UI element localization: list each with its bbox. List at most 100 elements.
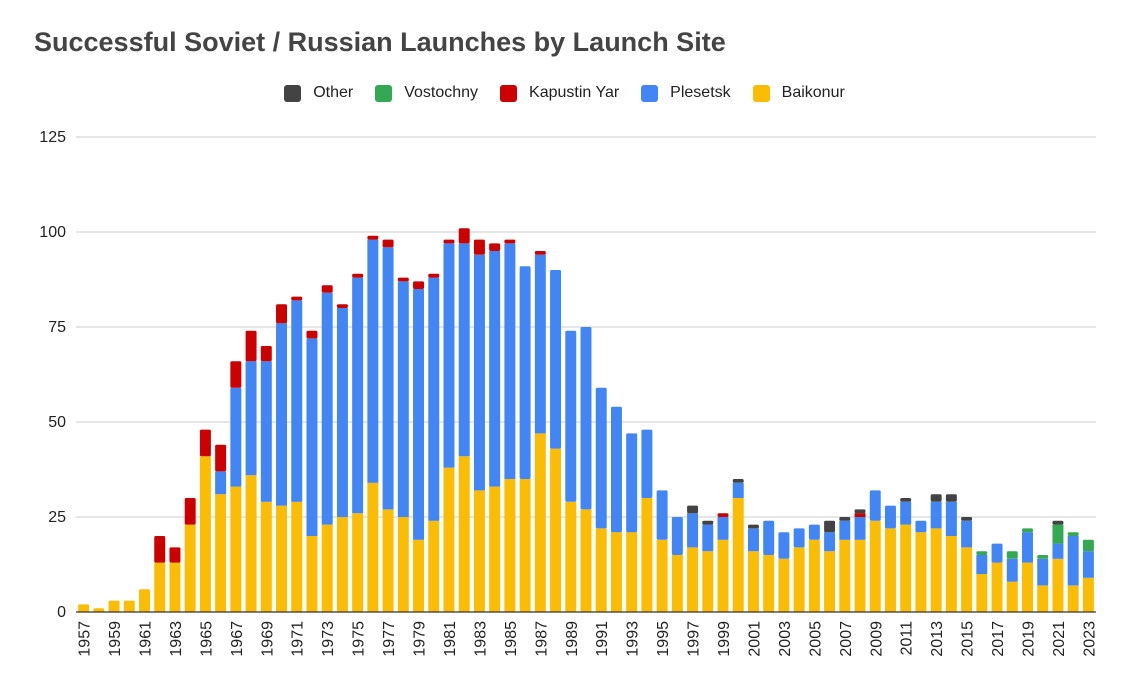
bar-baikonur-2005: [808, 539, 820, 612]
legend-swatch: [500, 84, 518, 102]
bar-baikonur-1978: [397, 517, 409, 612]
bar-plesetsk-2018: [1006, 558, 1018, 582]
bar-kapustin-yar-1972: [306, 330, 318, 339]
x-tick-label: 2009: [868, 621, 885, 657]
bar-plesetsk-2022: [1067, 536, 1079, 586]
x-tick-label: 1959: [107, 621, 124, 657]
legend-item-kapustin-yar: Kapustin Yar: [500, 84, 619, 102]
bar-baikonur-1977: [382, 509, 394, 612]
bar-baikonur-1973: [321, 524, 333, 612]
bar-baikonur-2003: [778, 558, 790, 612]
bar-kapustin-yar-1985: [504, 239, 516, 244]
bar-plesetsk-2006: [824, 532, 836, 552]
bar-kapustin-yar-1974: [336, 304, 348, 308]
x-tick-label: 1975: [351, 621, 368, 657]
x-tick-label: 1981: [442, 621, 459, 657]
bar-baikonur-1994: [641, 498, 653, 612]
x-tick-label: 2003: [777, 621, 794, 657]
bar-kapustin-yar-1983: [473, 239, 485, 255]
bar-baikonur-1989: [565, 501, 577, 612]
bar-baikonur-2023: [1082, 577, 1094, 612]
bar-baikonur-1984: [489, 486, 501, 612]
bar-plesetsk-1988: [550, 270, 562, 449]
bar-other-1997: [687, 505, 699, 514]
bar-other-2008: [854, 509, 866, 514]
bar-vostochny-2019: [1022, 528, 1033, 533]
bar-plesetsk-1995: [656, 490, 668, 540]
bar-plesetsk-1991: [595, 387, 607, 529]
bar-plesetsk-2016: [976, 555, 988, 574]
y-tick-label: 25: [48, 509, 66, 526]
bar-other-1998: [702, 520, 714, 525]
bar-baikonur-1960: [123, 600, 135, 612]
bar-other-2000: [732, 479, 744, 483]
bar-plesetsk-2007: [839, 520, 851, 540]
x-tick-label: 2005: [807, 621, 824, 657]
x-tick-label: 1995: [655, 621, 672, 657]
x-tick-label: 1971: [290, 621, 307, 657]
x-tick-label: 2007: [838, 621, 855, 657]
bar-baikonur-2006: [824, 551, 836, 612]
bar-plesetsk-2013: [930, 501, 942, 529]
bar-plesetsk-2008: [854, 517, 866, 540]
x-tick-label: 1987: [533, 621, 550, 657]
bar-baikonur-1990: [580, 509, 592, 612]
bar-baikonur-1963: [169, 562, 181, 612]
bar-kapustin-yar-2008: [854, 513, 866, 517]
bar-plesetsk-2001: [747, 528, 759, 552]
bar-kapustin-yar-1979: [413, 281, 425, 289]
bar-kapustin-yar-1981: [443, 239, 455, 244]
y-tick-label: 75: [48, 319, 66, 336]
bar-baikonur-1976: [367, 482, 379, 612]
x-tick-label: 1983: [472, 621, 489, 657]
bar-kapustin-yar-1963: [169, 547, 181, 563]
bar-baikonur-1959: [108, 600, 120, 612]
y-tick-label: 100: [39, 224, 66, 241]
bar-baikonur-2013: [930, 528, 942, 612]
bar-vostochny-2022: [1067, 532, 1079, 536]
bar-plesetsk-1981: [443, 243, 455, 468]
bar-plesetsk-1997: [687, 513, 699, 548]
x-tick-label: 1985: [503, 621, 520, 657]
x-tick-label: 1961: [138, 621, 155, 657]
bar-plesetsk-1966: [215, 471, 227, 495]
bar-baikonur-2001: [747, 551, 759, 612]
bar-kapustin-yar-1962: [154, 536, 166, 563]
bar-plesetsk-1979: [413, 289, 425, 540]
bar-plesetsk-1987: [534, 254, 546, 434]
bar-plesetsk-1982: [458, 243, 470, 457]
bar-baikonur-2014: [945, 536, 957, 612]
bar-baikonur-2004: [793, 547, 805, 612]
bar-kapustin-yar-1964: [184, 498, 196, 525]
bar-other-2021: [1052, 520, 1064, 525]
bar-kapustin-yar-1967: [230, 361, 242, 388]
bar-plesetsk-1975: [352, 277, 364, 514]
bar-plesetsk-2010: [884, 505, 896, 529]
bar-vostochny-2023: [1082, 539, 1094, 552]
bar-baikonur-1987: [534, 433, 546, 612]
x-tick-label: 1967: [229, 621, 246, 657]
legend-swatch: [752, 84, 770, 102]
bar-other-2013: [930, 494, 942, 502]
bar-kapustin-yar-1975: [352, 273, 364, 278]
bar-baikonur-1981: [443, 467, 455, 612]
legend: Other Vostochny Kapustin Yar Plesetsk Baikon…: [0, 84, 1129, 102]
bar-baikonur-1998: [702, 551, 714, 612]
bar-baikonur-2020: [1037, 585, 1049, 612]
bar-plesetsk-1998: [702, 524, 714, 552]
bar-baikonur-1962: [154, 562, 166, 612]
bar-plesetsk-1990: [580, 327, 592, 510]
bar-plesetsk-1994: [641, 429, 653, 498]
bar-plesetsk-1968: [245, 361, 257, 476]
y-tick-label: 0: [57, 604, 66, 621]
bar-baikonur-2017: [991, 562, 1003, 612]
bar-baikonur-2021: [1052, 558, 1064, 612]
bar-plesetsk-1967: [230, 387, 242, 487]
bar-baikonur-2000: [732, 498, 744, 612]
bar-baikonur-1958: [93, 608, 105, 612]
x-tick-label: 1993: [625, 621, 642, 657]
x-tick-label: 2023: [1081, 621, 1098, 657]
bar-baikonur-1983: [473, 490, 485, 612]
bar-plesetsk-2000: [732, 482, 744, 498]
x-tick-label: 2017: [990, 621, 1007, 657]
